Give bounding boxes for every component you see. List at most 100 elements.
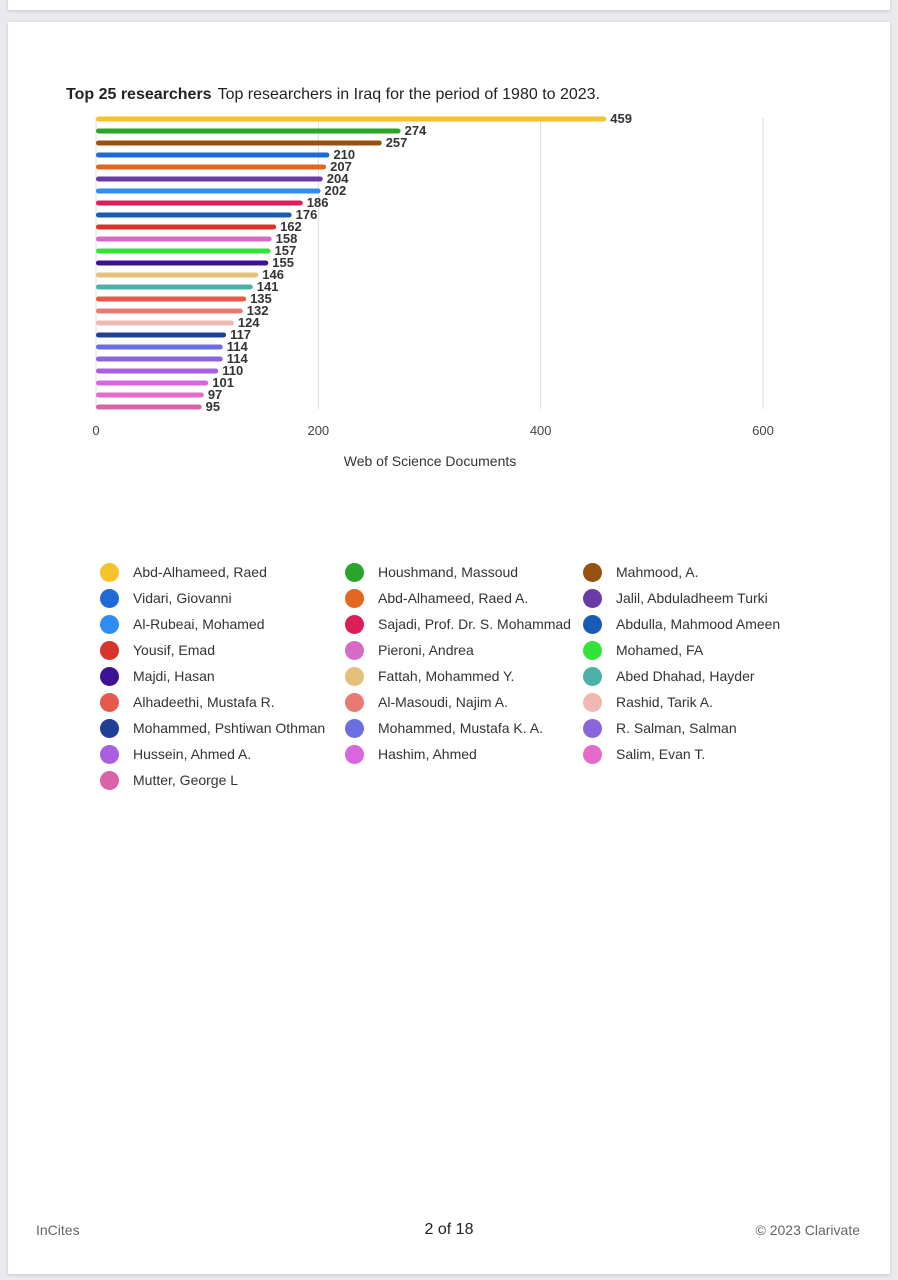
legend-item[interactable]: Houshmand, Massoud [345, 562, 583, 582]
legend-label: Hussein, Ahmed A. [133, 746, 252, 762]
legend-color-swatch [583, 744, 602, 764]
legend-color-swatch [100, 640, 119, 660]
legend-item[interactable]: Al-Rubeai, Mohamed [100, 614, 345, 634]
legend-row: Hussein, Ahmed A. Hashim, Ahmed Salim, Eva… [100, 741, 820, 767]
bar-value-label: 176 [296, 207, 318, 222]
legend-color-swatch [345, 640, 364, 660]
x-tick-label: 200 [307, 423, 329, 438]
bar [96, 404, 202, 410]
legend-color-swatch [583, 614, 602, 634]
legend-label: Abd-Alhameed, Raed A. [378, 590, 529, 606]
legend-item[interactable]: Fattah, Mohammed Y. [345, 666, 583, 686]
legend-item[interactable]: Mohamed, FA [583, 640, 820, 660]
legend-item[interactable]: Abdulla, Mahmood Ameen [583, 614, 820, 634]
legend-label: Rashid, Tarik A. [616, 694, 714, 710]
legend-color-swatch [583, 666, 602, 686]
bar [96, 164, 327, 170]
legend-color-swatch [345, 614, 364, 634]
legend-item[interactable]: Salim, Evan T. [583, 744, 820, 764]
legend-label: Pieroni, Andrea [378, 642, 474, 658]
bar-value-label: 110 [222, 363, 243, 378]
legend-row: Vidari, Giovanni Abd-Alhameed, Raed A. Jal… [100, 585, 820, 611]
legend-item[interactable]: Hussein, Ahmed A. [100, 744, 345, 764]
legend-color-swatch [100, 770, 119, 790]
legend-item[interactable]: Hashim, Ahmed [345, 744, 583, 764]
legend-label: Houshmand, Massoud [378, 564, 519, 580]
x-tick-label: 600 [752, 423, 774, 438]
footer-copyright: © 2023 Clarivate [755, 1222, 860, 1238]
legend-color-swatch [345, 588, 364, 608]
legend-label: Yousif, Emad [133, 642, 215, 658]
legend-row: Al-Rubeai, Mohamed Sajadi, Prof. Dr. S. M… [100, 611, 820, 637]
legend-label: Hashim, Ahmed [378, 746, 477, 762]
legend-label: Abed Dhahad, Hayder [616, 668, 755, 684]
legend-item[interactable]: Mohammed, Mustafa K. A. [345, 718, 583, 738]
legend-item[interactable]: Majdi, Hasan [100, 666, 345, 686]
bar-value-label: 146 [262, 267, 284, 282]
bar-value-label: 114 [227, 351, 249, 366]
bar-value-label: 207 [330, 159, 352, 174]
legend-item[interactable]: Mohammed, Pshtiwan Othman [100, 718, 345, 738]
bar [96, 380, 209, 386]
bar-value-label: 101 [212, 375, 234, 390]
legend-item[interactable]: Abed Dhahad, Hayder [583, 666, 820, 686]
chart-subtitle: Top researchers in Iraq for the period o… [217, 86, 601, 103]
legend-item[interactable]: Abd-Alhameed, Raed A. [345, 588, 583, 608]
legend-color-swatch [100, 744, 119, 764]
bar [96, 392, 204, 398]
bar-value-label: 155 [272, 255, 294, 270]
legend-color-swatch [100, 588, 119, 608]
legend-item[interactable]: Al-Masoudi, Najim A. [345, 692, 583, 712]
legend-item[interactable]: Sajadi, Prof. Dr. S. Mohammad [345, 614, 583, 634]
bar [96, 200, 303, 206]
legend-label: Mohammed, Mustafa K. A. [378, 720, 543, 736]
legend-row: Yousif, Emad Pieroni, Andrea Mohamed, FA [100, 637, 820, 663]
legend-label: Fattah, Mohammed Y. [378, 668, 515, 684]
legend-label: Salim, Evan T. [616, 746, 706, 762]
legend-label: Abd-Alhameed, Raed [133, 564, 267, 580]
bar-value-label: 202 [325, 183, 347, 198]
bar [96, 272, 259, 278]
legend-color-swatch [100, 614, 119, 634]
legend-color-swatch [583, 718, 602, 738]
x-tick-label: 400 [530, 423, 552, 438]
bar-value-label: 97 [208, 387, 222, 402]
bar-value-label: 135 [250, 291, 272, 306]
bar [96, 188, 321, 194]
legend-item[interactable]: Yousif, Emad [100, 640, 345, 660]
bar-value-label: 210 [333, 147, 355, 162]
legend-item[interactable]: Vidari, Giovanni [100, 588, 345, 608]
bar-value-label: 95 [206, 399, 220, 414]
legend-item[interactable]: Abd-Alhameed, Raed [100, 562, 345, 582]
bar [96, 332, 227, 338]
legend-item[interactable]: R. Salman, Salman [583, 718, 820, 738]
legend-item[interactable]: Pieroni, Andrea [345, 640, 583, 660]
bar-value-label: 132 [247, 303, 269, 318]
legend-item[interactable]: Rashid, Tarik A. [583, 692, 820, 712]
legend-item[interactable]: Mutter, George L [100, 770, 345, 790]
bar [96, 344, 223, 350]
bar-value-label: 162 [280, 219, 302, 234]
bar [96, 308, 243, 314]
bar-value-label: 158 [276, 231, 298, 246]
report-page: Top 25 researchers Top researchers in Ira… [8, 22, 890, 1274]
legend-label: Mahmood, A. [616, 564, 699, 580]
bar-chart: 0 200 400 600 Web of Science Documents 459 274… [92, 111, 774, 469]
page-number: 2 of 18 [424, 1221, 474, 1238]
legend-item[interactable]: Mahmood, A. [583, 562, 820, 582]
legend-item[interactable]: Jalil, Abduladheem Turki [583, 588, 820, 608]
legend-color-swatch [100, 718, 119, 738]
bar [96, 152, 330, 158]
bar-value-label: 204 [327, 171, 349, 186]
legend-label: Sajadi, Prof. Dr. S. Mohammad [378, 616, 571, 632]
legend-color-swatch [100, 562, 119, 582]
legend-label: Jalil, Abduladheem Turki [616, 590, 768, 606]
bar-value-label: 141 [257, 279, 279, 294]
bar [96, 284, 253, 290]
legend-color-swatch [345, 692, 364, 712]
bar [96, 296, 247, 302]
legend-item[interactable]: Alhadeethi, Mustafa R. [100, 692, 345, 712]
bar [96, 224, 277, 230]
legend-row: Mutter, George L [100, 767, 820, 793]
legend-color-swatch [100, 666, 119, 686]
